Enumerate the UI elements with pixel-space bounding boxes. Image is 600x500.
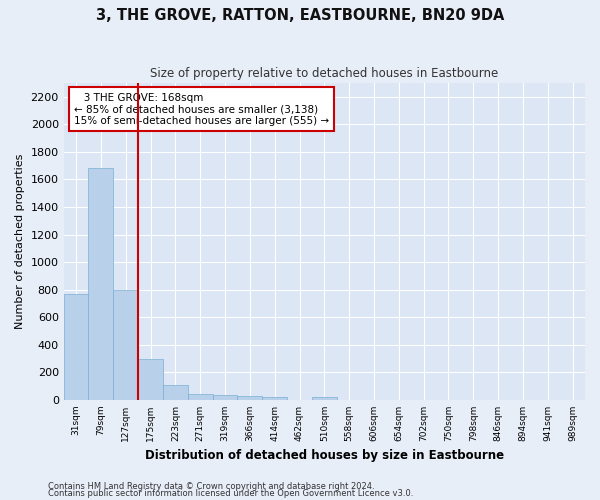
Text: Contains HM Land Registry data © Crown copyright and database right 2024.: Contains HM Land Registry data © Crown c… (48, 482, 374, 491)
Bar (312, 397, 337, 400)
Bar (238, 396, 262, 400)
X-axis label: Distribution of detached houses by size in Eastbourne: Distribution of detached houses by size … (145, 450, 504, 462)
Bar (163, 384, 188, 400)
Bar (212, 396, 238, 400)
Text: Contains public sector information licensed under the Open Government Licence v3: Contains public sector information licen… (48, 490, 413, 498)
Bar (64, 294, 88, 400)
Bar (188, 394, 212, 400)
Text: 3, THE GROVE, RATTON, EASTBOURNE, BN20 9DA: 3, THE GROVE, RATTON, EASTBOURNE, BN20 9… (96, 8, 504, 22)
Y-axis label: Number of detached properties: Number of detached properties (15, 154, 25, 329)
Bar (88, 168, 113, 400)
Title: Size of property relative to detached houses in Eastbourne: Size of property relative to detached ho… (150, 68, 499, 80)
Bar (262, 397, 287, 400)
Bar (138, 358, 163, 400)
Text: 3 THE GROVE: 168sqm
← 85% of detached houses are smaller (3,138)
15% of semi-det: 3 THE GROVE: 168sqm ← 85% of detached ho… (74, 92, 329, 126)
Bar (113, 290, 138, 400)
